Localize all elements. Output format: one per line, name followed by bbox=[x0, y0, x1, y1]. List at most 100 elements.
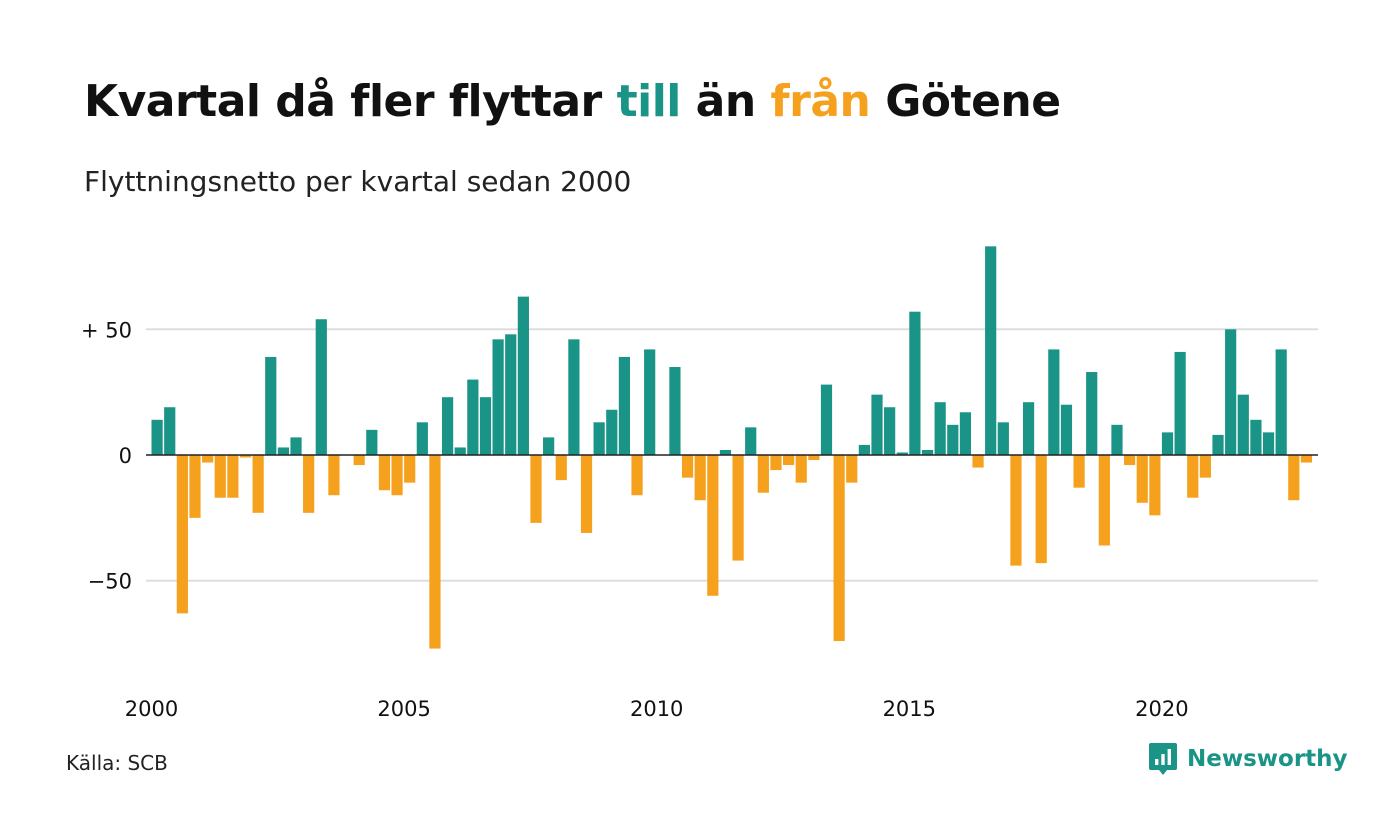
y-tick-label: 0 bbox=[119, 444, 132, 468]
bar bbox=[1098, 455, 1110, 546]
chart-subtitle: Flyttningsnetto per kvartal sedan 2000 bbox=[84, 165, 632, 198]
bar bbox=[795, 455, 807, 483]
chart-title: Kvartal då fler flyttar till än från Göt… bbox=[84, 70, 1061, 134]
bar bbox=[1225, 329, 1237, 455]
bar bbox=[1187, 455, 1199, 498]
bar bbox=[164, 407, 176, 455]
bar bbox=[719, 449, 732, 455]
bar bbox=[378, 455, 391, 491]
bar bbox=[997, 422, 1009, 455]
bar bbox=[315, 319, 327, 455]
bar bbox=[833, 455, 845, 642]
bar bbox=[1149, 455, 1161, 516]
bar bbox=[151, 419, 163, 455]
bar bbox=[1136, 455, 1148, 503]
bar bbox=[972, 455, 984, 468]
bar bbox=[189, 455, 201, 518]
bar bbox=[517, 296, 529, 455]
bar bbox=[757, 455, 769, 493]
bar bbox=[858, 444, 870, 455]
bar bbox=[1048, 349, 1060, 455]
bar bbox=[1262, 432, 1275, 455]
bar bbox=[1288, 455, 1300, 501]
x-tick-label: 2000 bbox=[125, 697, 178, 721]
bar bbox=[1275, 349, 1287, 455]
bar bbox=[530, 455, 542, 523]
bar bbox=[467, 379, 479, 455]
brand: Newsworthy bbox=[1148, 742, 1348, 776]
source-note: Källa: SCB bbox=[66, 751, 168, 775]
bar bbox=[353, 455, 365, 466]
bar bbox=[303, 455, 315, 513]
bar bbox=[947, 424, 959, 455]
bar bbox=[1022, 402, 1035, 455]
bar bbox=[1237, 394, 1249, 455]
bar bbox=[934, 402, 946, 455]
title-word-out: från bbox=[770, 76, 871, 127]
x-tick-label: 2005 bbox=[377, 697, 430, 721]
bar bbox=[631, 455, 643, 496]
x-tick-label: 2020 bbox=[1135, 697, 1188, 721]
bar bbox=[202, 455, 214, 463]
title-word-in: till bbox=[616, 76, 682, 127]
bar bbox=[454, 447, 466, 455]
bar bbox=[1300, 455, 1313, 463]
bar bbox=[1161, 432, 1174, 455]
bar bbox=[252, 455, 264, 513]
bar bbox=[543, 437, 555, 455]
bar bbox=[479, 397, 492, 455]
bar bbox=[896, 452, 908, 455]
y-tick-label: + 50 bbox=[81, 318, 132, 342]
bar bbox=[1060, 404, 1073, 455]
bar bbox=[328, 455, 340, 496]
bar bbox=[227, 455, 239, 498]
y-tick-label: −50 bbox=[88, 570, 132, 594]
bar bbox=[770, 455, 782, 471]
bar bbox=[644, 349, 656, 455]
bar bbox=[732, 455, 744, 561]
bar bbox=[505, 334, 517, 455]
bar bbox=[808, 455, 820, 461]
newsworthy-logo-icon bbox=[1149, 743, 1177, 775]
x-tick-label: 2010 bbox=[630, 697, 683, 721]
bar bbox=[1111, 424, 1123, 455]
bar bbox=[265, 356, 277, 455]
bar bbox=[1010, 455, 1022, 566]
bar bbox=[239, 455, 252, 458]
bar bbox=[404, 455, 416, 483]
bar bbox=[618, 356, 631, 455]
title-prefix: Kvartal då fler flyttar bbox=[84, 76, 617, 127]
bar bbox=[441, 397, 454, 455]
brand-name: Newsworthy bbox=[1187, 746, 1348, 772]
bar bbox=[568, 339, 580, 455]
bar bbox=[959, 412, 972, 455]
bar bbox=[985, 246, 997, 455]
bar bbox=[707, 455, 719, 596]
bar bbox=[1212, 434, 1224, 455]
bar bbox=[1174, 351, 1186, 455]
bar bbox=[593, 422, 605, 455]
bar bbox=[366, 429, 378, 455]
x-tick-label: 2015 bbox=[883, 697, 936, 721]
bar bbox=[555, 455, 567, 481]
bar bbox=[871, 394, 883, 455]
bar bbox=[1035, 455, 1047, 564]
bar bbox=[820, 384, 833, 455]
bar bbox=[277, 447, 289, 455]
bar bbox=[580, 455, 593, 533]
title-middle: än bbox=[680, 76, 771, 127]
title-suffix: Götene bbox=[870, 76, 1061, 127]
bar bbox=[606, 409, 618, 455]
bar bbox=[176, 455, 188, 614]
bar bbox=[416, 422, 428, 455]
bar bbox=[214, 455, 226, 498]
bar bbox=[694, 455, 706, 501]
bar bbox=[1124, 455, 1136, 466]
bar bbox=[429, 455, 441, 649]
bar bbox=[669, 367, 681, 455]
bar bbox=[745, 427, 757, 455]
bar bbox=[783, 455, 795, 466]
bar bbox=[681, 455, 694, 478]
bar bbox=[884, 407, 896, 455]
